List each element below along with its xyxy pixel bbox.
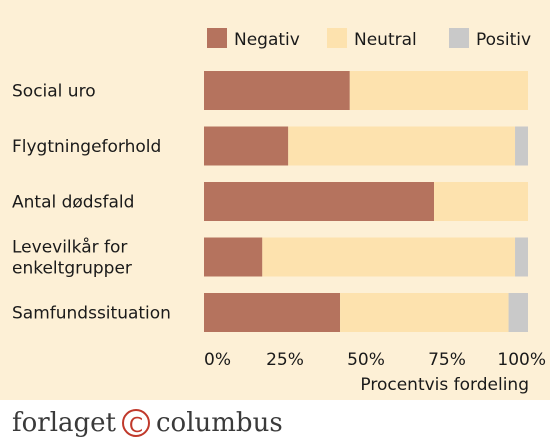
chart-panel: Negativ Neutral Positiv Social uro Flygtning… bbox=[0, 0, 550, 400]
bar-segment-neutral-3 bbox=[262, 237, 516, 277]
bar-segment-negativ-4 bbox=[204, 293, 341, 332]
bar-segment-negativ-1 bbox=[204, 126, 289, 166]
category-label-4: Samfundssituation bbox=[12, 304, 171, 324]
bar-segment-neutral-2 bbox=[434, 182, 528, 221]
legend-swatch-negativ bbox=[207, 28, 227, 48]
x-tick-label-4: 100% bbox=[497, 350, 546, 370]
legend-swatch-positiv bbox=[449, 28, 469, 48]
bar-segment-positiv-4 bbox=[508, 293, 528, 332]
legend-swatch-neutral bbox=[327, 28, 347, 48]
legend-label-positiv: Positiv bbox=[476, 30, 531, 50]
bar-segment-negativ-2 bbox=[204, 182, 435, 221]
x-tick-label-1: 25% bbox=[266, 350, 304, 370]
logo-text-right: columbus bbox=[156, 408, 283, 438]
stacked-bar-chart: Negativ Neutral Positiv Social uro Flygtning… bbox=[12, 28, 546, 395]
legend-label-negativ: Negativ bbox=[234, 30, 300, 50]
x-tick-label-3: 75% bbox=[428, 350, 466, 370]
bar-segment-negativ-0 bbox=[204, 71, 350, 110]
bar-segment-neutral-1 bbox=[288, 126, 516, 166]
publisher-logo: forlaget C columbus bbox=[12, 404, 283, 442]
x-tick-label-0: 0% bbox=[204, 350, 231, 370]
bar-segment-neutral-4 bbox=[340, 293, 509, 332]
category-label-2: Antal dødsfald bbox=[12, 193, 134, 213]
bar-segment-positiv-3 bbox=[515, 237, 528, 277]
copyright-icon: C bbox=[122, 409, 150, 437]
category-label-3-line-0: Levevilkår for bbox=[12, 237, 127, 258]
x-axis-label: Procentvis fordeling bbox=[360, 375, 529, 395]
bar-segment-negativ-3 bbox=[204, 237, 263, 277]
bar-segment-neutral-0 bbox=[349, 71, 528, 110]
bar-segment-positiv-1 bbox=[515, 126, 528, 166]
category-label-0: Social uro bbox=[12, 82, 96, 102]
category-label-1: Flygtningeforhold bbox=[12, 137, 161, 157]
category-label-3-line-1: enkeltgrupper bbox=[12, 259, 132, 279]
legend-label-neutral: Neutral bbox=[354, 30, 417, 50]
logo-text-left: forlaget bbox=[12, 408, 116, 438]
x-tick-label-2: 50% bbox=[347, 350, 385, 370]
